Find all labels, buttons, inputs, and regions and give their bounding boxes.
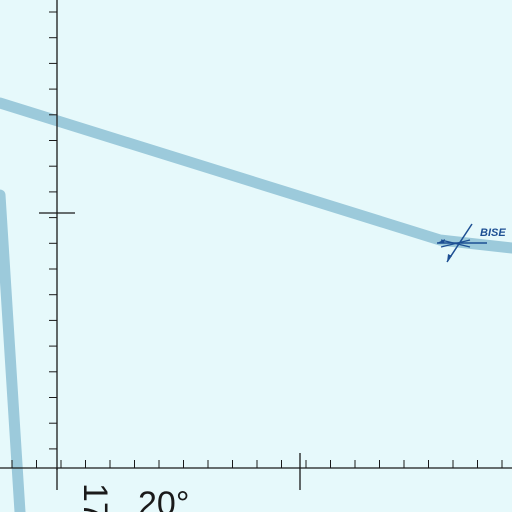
waypoint-label: BISE — [480, 227, 506, 239]
graticule — [0, 0, 512, 490]
reporting-point-icon — [437, 223, 487, 263]
vertical-partial-label: 17 — [76, 483, 114, 512]
airway-route-main[interactable] — [0, 97, 512, 254]
airway-route-left[interactable] — [0, 189, 26, 512]
waypoint-bise[interactable]: BISE — [437, 223, 506, 263]
latitude-label: 20° — [138, 485, 189, 512]
airway-routes — [0, 97, 512, 512]
